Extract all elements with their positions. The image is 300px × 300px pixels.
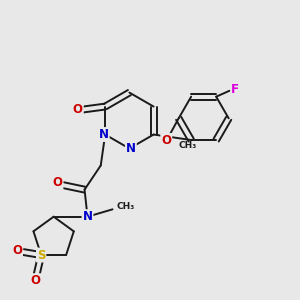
Text: O: O [161, 134, 171, 147]
Text: CH₃: CH₃ [116, 202, 134, 211]
Text: O: O [12, 244, 22, 257]
Text: N: N [126, 142, 136, 155]
Text: N: N [82, 210, 92, 223]
Text: N: N [99, 128, 109, 141]
Text: CH₃: CH₃ [178, 141, 197, 150]
Text: O: O [73, 103, 83, 116]
Text: S: S [37, 248, 45, 262]
Text: O: O [52, 176, 62, 189]
Text: F: F [231, 83, 239, 96]
Text: O: O [30, 274, 40, 287]
